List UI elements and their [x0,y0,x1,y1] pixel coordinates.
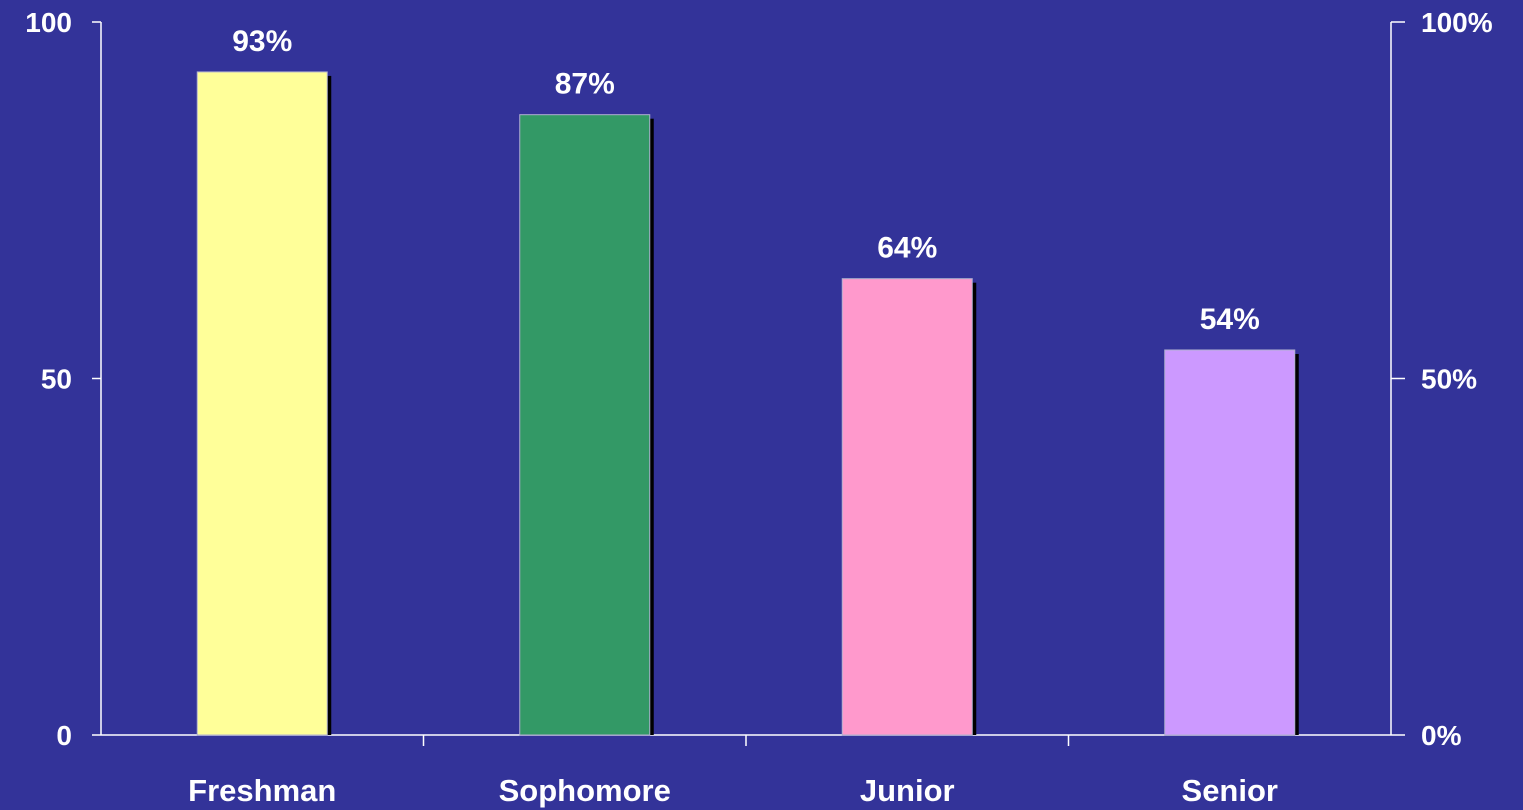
axis-ticks [92,21,1405,746]
bars-group [196,71,1299,736]
category-label-senior: Senior [1182,773,1278,808]
data-label-freshman: 93% [232,25,292,58]
data-label-senior: 54% [1200,303,1260,336]
data-label-junior: 64% [877,232,937,265]
right-y-tick-label: 0% [1421,720,1462,751]
bar-senior [1164,349,1296,736]
bar-junior [841,278,973,736]
data-label-sophomore: 87% [555,68,615,101]
left-y-tick-label: 0 [56,720,72,751]
left-y-tick-label: 50 [41,364,72,395]
right-y-tick-label: 100% [1421,7,1493,38]
category-label-freshman: Freshman [188,773,336,808]
bar-freshman [196,71,328,736]
right-y-tick-label: 50% [1421,364,1477,395]
left-y-tick-label: 100 [25,7,72,38]
category-label-sophomore: Sophomore [499,773,671,808]
category-label-junior: Junior [860,773,955,808]
labels-group: 0 50 100 0% 50% 100% 93% Freshman 87% Sophomore 64… [25,7,1492,808]
bar-sophomore [519,114,651,736]
